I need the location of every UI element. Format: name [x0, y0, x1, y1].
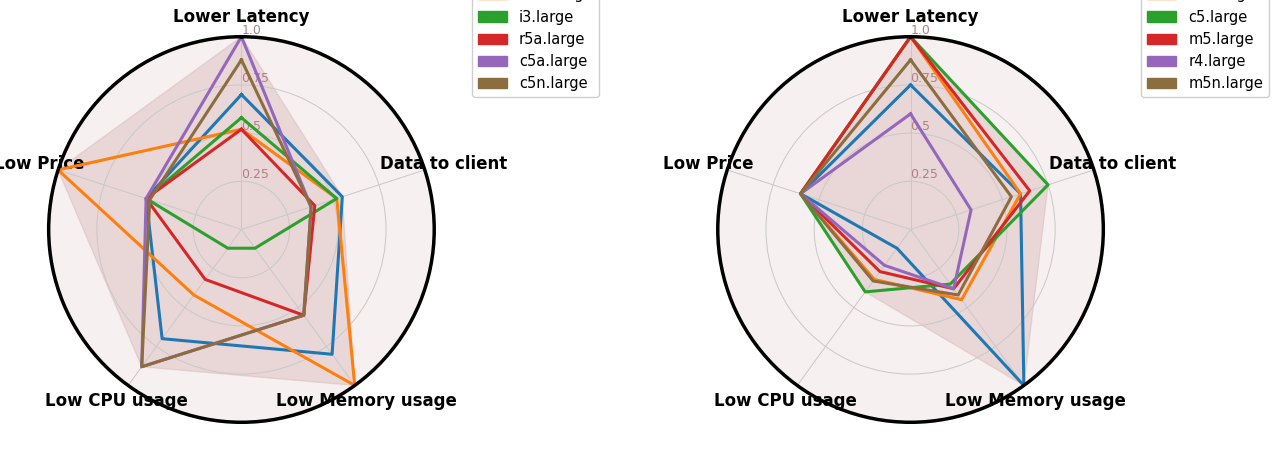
Polygon shape	[58, 37, 355, 386]
Legend: r5.large, m5a.large, i3.large, r5a.large, c5a.large, c5n.large: r5.large, m5a.large, i3.large, r5a.large…	[472, 0, 599, 97]
Polygon shape	[800, 37, 1048, 386]
Legend: c4.large, r5n.large, c5.large, m5.large, r4.large, m5n.large: c4.large, r5n.large, c5.large, m5.large,…	[1142, 0, 1268, 97]
